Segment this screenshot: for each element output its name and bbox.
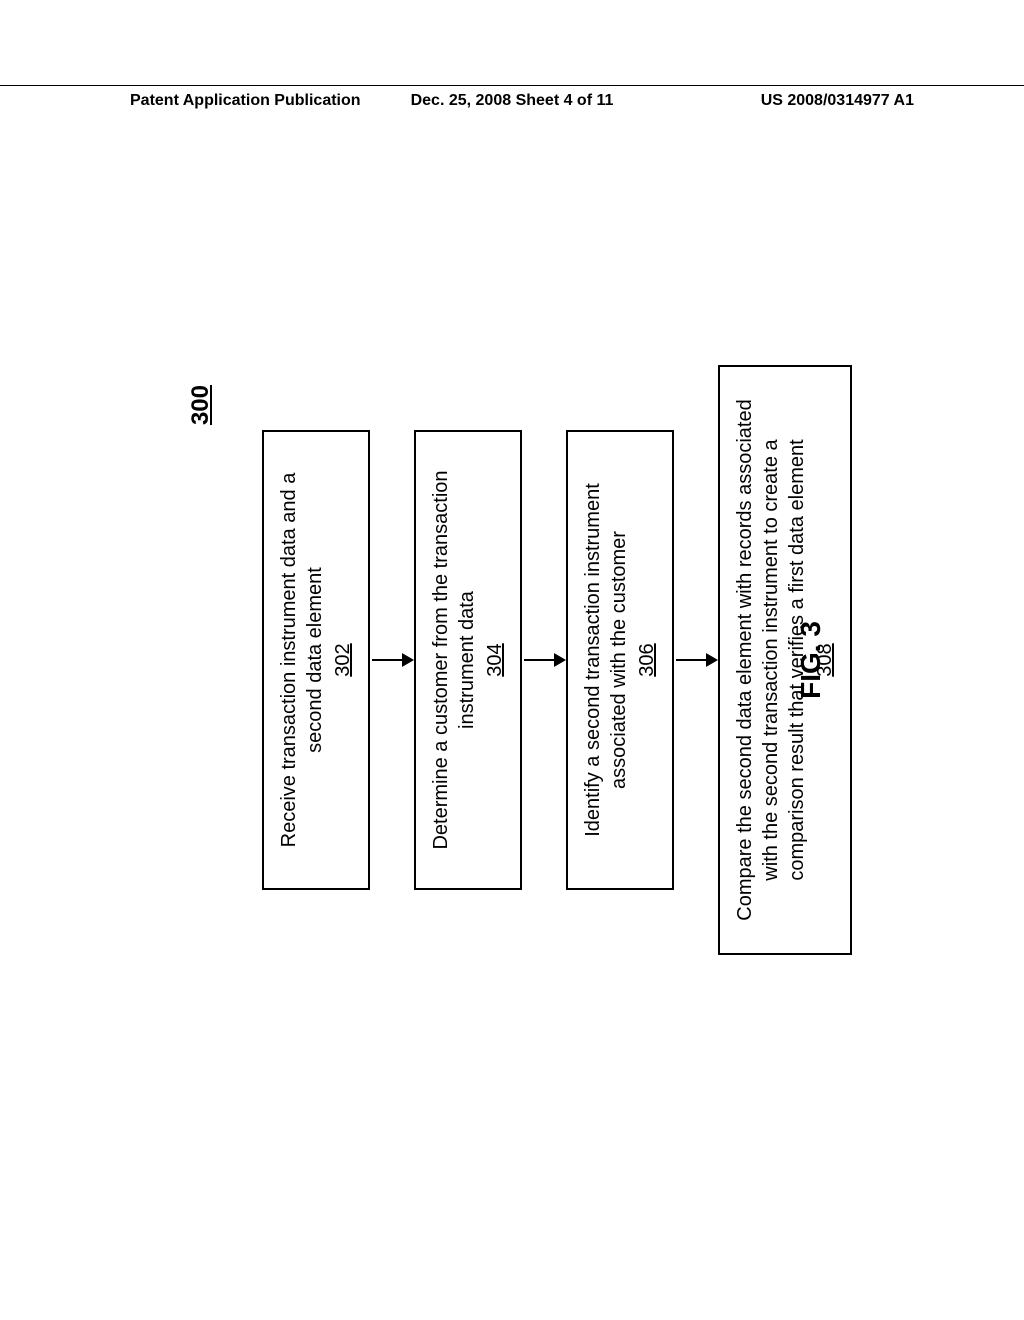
figure-label: FIG. 3 (795, 621, 827, 699)
flowchart: Receive transaction instrument data and … (262, 365, 852, 955)
arrow-icon (676, 659, 716, 661)
header-patent-number: US 2008/0314977 A1 (761, 92, 1024, 110)
flowchart-step-302: Receive transaction instrument data and … (262, 430, 370, 890)
step-number: 302 (330, 456, 356, 864)
step-number: 306 (634, 456, 660, 864)
step-text: Identify a second transaction instrument… (582, 483, 630, 837)
header-date-sheet: Dec. 25, 2008 Sheet 4 of 11 (411, 92, 614, 110)
step-text: Determine a customer from the transactio… (430, 470, 478, 849)
arrow-icon (524, 659, 564, 661)
header-publication: Patent Application Publication (0, 92, 361, 110)
step-text: Receive transaction instrument data and … (278, 473, 326, 848)
reference-number: 300 (187, 385, 215, 425)
arrow-icon (372, 659, 412, 661)
step-number: 304 (482, 456, 508, 864)
flowchart-step-308: Compare the second data element with rec… (718, 365, 852, 955)
page-header: Patent Application Publication Dec. 25, … (0, 85, 1024, 110)
figure-container: 300 Receive transaction instrument data … (162, 210, 862, 1110)
flowchart-step-306: Identify a second transaction instrument… (566, 430, 674, 890)
flowchart-step-304: Determine a customer from the transactio… (414, 430, 522, 890)
